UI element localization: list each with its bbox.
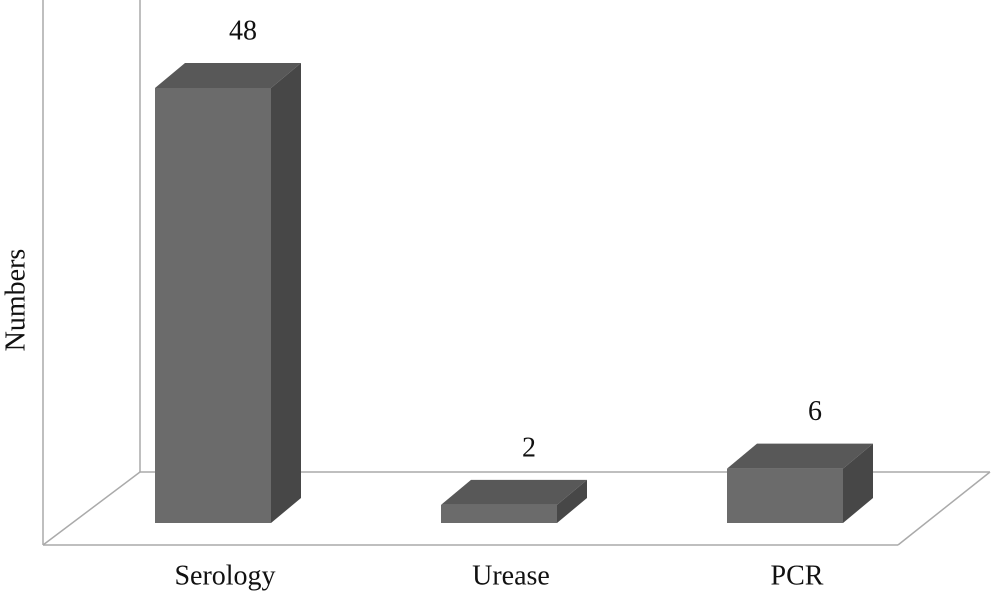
floor-left bbox=[42, 471, 141, 546]
bar bbox=[441, 504, 557, 523]
bar-side bbox=[271, 63, 301, 523]
bar-side bbox=[557, 479, 587, 523]
value-label: 6 bbox=[808, 396, 822, 427]
bar-side bbox=[843, 443, 873, 523]
x-tick-label: Serology bbox=[174, 560, 275, 591]
x-tick-label: PCR bbox=[771, 560, 824, 591]
bar bbox=[155, 88, 271, 523]
x-tick-label: Urease bbox=[472, 560, 550, 591]
bar-top bbox=[727, 443, 873, 469]
bar bbox=[727, 468, 843, 523]
floor-right bbox=[897, 471, 991, 546]
value-label: 2 bbox=[522, 432, 536, 463]
value-label: 48 bbox=[229, 15, 257, 46]
y-axis-label: Numbers bbox=[0, 249, 31, 352]
bar-top bbox=[441, 479, 587, 505]
bar-top bbox=[155, 63, 301, 88]
